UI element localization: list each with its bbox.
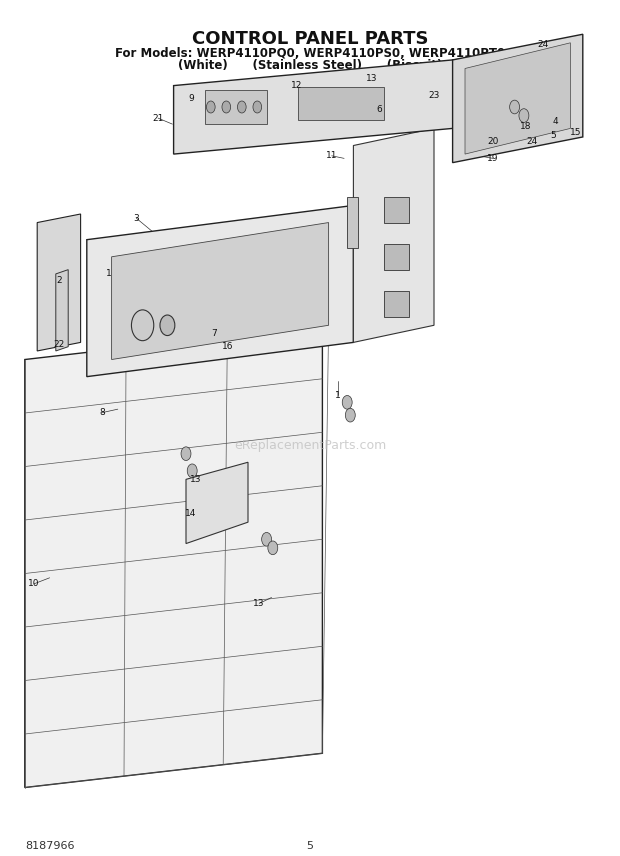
Text: 13: 13 bbox=[366, 74, 378, 83]
Text: 21: 21 bbox=[153, 114, 164, 122]
Circle shape bbox=[160, 315, 175, 336]
Text: 8187966: 8187966 bbox=[25, 841, 74, 851]
Text: 19: 19 bbox=[487, 154, 498, 163]
Text: 8: 8 bbox=[99, 408, 105, 417]
Bar bbox=[384, 197, 409, 223]
Polygon shape bbox=[37, 214, 81, 351]
Text: 15: 15 bbox=[570, 128, 581, 137]
Polygon shape bbox=[112, 223, 329, 360]
Text: For Models: WERP4110PQ0, WERP4110PS0, WERP4110PT0: For Models: WERP4110PQ0, WERP4110PS0, WE… bbox=[115, 46, 505, 60]
Text: 22: 22 bbox=[53, 340, 64, 348]
Text: 1: 1 bbox=[335, 391, 341, 400]
Text: CONTROL PANEL PARTS: CONTROL PANEL PARTS bbox=[192, 29, 428, 48]
Polygon shape bbox=[25, 325, 322, 788]
Text: eReplacementParts.com: eReplacementParts.com bbox=[234, 438, 386, 452]
Text: 24: 24 bbox=[526, 137, 538, 146]
Circle shape bbox=[181, 447, 191, 461]
Circle shape bbox=[262, 532, 272, 546]
Polygon shape bbox=[453, 34, 583, 163]
Text: 6: 6 bbox=[376, 105, 383, 114]
Circle shape bbox=[131, 310, 154, 341]
Text: 13: 13 bbox=[190, 475, 201, 484]
Circle shape bbox=[510, 100, 520, 114]
Text: 11: 11 bbox=[326, 152, 337, 160]
Circle shape bbox=[519, 109, 529, 122]
Polygon shape bbox=[174, 51, 546, 154]
Text: 12: 12 bbox=[291, 81, 302, 90]
Text: 20: 20 bbox=[487, 137, 498, 146]
Circle shape bbox=[345, 408, 355, 422]
Bar bbox=[205, 90, 267, 124]
Text: 10: 10 bbox=[29, 580, 40, 588]
Bar bbox=[384, 291, 409, 317]
Text: 16: 16 bbox=[223, 342, 234, 351]
Text: 18: 18 bbox=[520, 122, 531, 131]
Circle shape bbox=[206, 101, 215, 113]
Text: 5: 5 bbox=[550, 131, 556, 140]
Polygon shape bbox=[186, 462, 248, 544]
Polygon shape bbox=[56, 270, 68, 351]
Bar bbox=[347, 197, 358, 248]
Text: 4: 4 bbox=[552, 117, 558, 126]
Polygon shape bbox=[353, 128, 434, 342]
Circle shape bbox=[342, 395, 352, 409]
Text: 24: 24 bbox=[537, 40, 548, 49]
Polygon shape bbox=[465, 43, 570, 154]
Text: 9: 9 bbox=[188, 94, 194, 103]
Text: 3: 3 bbox=[133, 214, 140, 223]
Bar bbox=[384, 244, 409, 270]
Text: 23: 23 bbox=[428, 92, 440, 100]
Text: 13: 13 bbox=[254, 599, 265, 608]
Text: (White)      (Stainless Steel)      (Biscuit): (White) (Stainless Steel) (Biscuit) bbox=[178, 58, 442, 72]
Text: 7: 7 bbox=[211, 330, 217, 338]
Bar bbox=[298, 87, 384, 120]
Text: 14: 14 bbox=[185, 509, 197, 518]
Circle shape bbox=[253, 101, 262, 113]
Text: 2: 2 bbox=[56, 276, 62, 285]
Circle shape bbox=[268, 541, 278, 555]
Polygon shape bbox=[87, 205, 353, 377]
Circle shape bbox=[237, 101, 246, 113]
Circle shape bbox=[187, 464, 197, 478]
Text: 5: 5 bbox=[306, 841, 314, 851]
Text: 1: 1 bbox=[105, 270, 112, 278]
Circle shape bbox=[222, 101, 231, 113]
